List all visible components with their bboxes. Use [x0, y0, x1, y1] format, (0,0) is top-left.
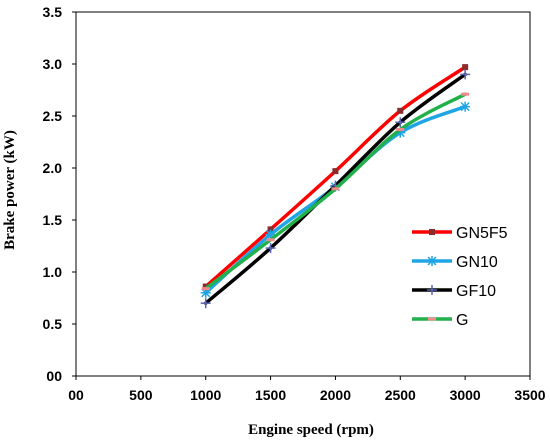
- series-gn10: [200, 101, 471, 298]
- x-tick-label: 1000: [190, 387, 221, 403]
- y-axis-title: Brake power (kW): [2, 130, 18, 250]
- y-tick-label: 2.5: [43, 108, 63, 124]
- x-axis-title: Engine speed (rpm): [248, 422, 374, 438]
- legend-item-gn10: GN10: [412, 254, 498, 271]
- data-point: [201, 287, 210, 291]
- data-point: [461, 92, 470, 96]
- legend: GN5F5 GN10 GF10 G: [412, 225, 508, 329]
- data-point: [266, 238, 275, 242]
- data-point: [397, 107, 404, 114]
- legend-label: GN5F5: [456, 225, 508, 242]
- data-point: [396, 128, 405, 132]
- legend-label: G: [456, 312, 468, 329]
- x-tick-label: 2500: [385, 387, 416, 403]
- series-line: [203, 104, 467, 295]
- axes: [72, 11, 531, 380]
- x-tick-label: 00: [68, 387, 84, 403]
- legend-marker: [428, 317, 436, 321]
- y-tick-label: 1.5: [43, 212, 63, 228]
- data-point: [395, 117, 406, 128]
- data-point: [460, 69, 471, 80]
- x-tick-label: 1500: [255, 387, 286, 403]
- legend-marker: [427, 285, 437, 295]
- series-gn5f5: [202, 64, 469, 290]
- data-point: [200, 298, 211, 309]
- legend-item-g: G: [412, 312, 468, 329]
- x-tick-label: 500: [129, 387, 153, 403]
- legend-marker: [429, 229, 435, 235]
- plot-border: [75, 11, 531, 377]
- data-point: [460, 101, 471, 112]
- x-tick-label: 2000: [320, 387, 351, 403]
- data-point: [462, 64, 469, 71]
- series-lines: [200, 64, 471, 309]
- series-g: [201, 92, 470, 291]
- legend-label: GF10: [456, 283, 496, 300]
- x-tick-label: 3500: [514, 387, 545, 403]
- legend-marker: [427, 256, 437, 266]
- legend-item-gn5f5: GN5F5: [412, 225, 508, 242]
- x-tick-label: 3000: [450, 387, 481, 403]
- legend-item-gf10: GF10: [412, 283, 496, 300]
- y-tick-label: 1.0: [43, 264, 63, 280]
- y-tick-label: 0.5: [43, 316, 63, 332]
- data-point: [331, 187, 340, 191]
- y-tick-label: 2.0: [43, 160, 63, 176]
- data-point: [332, 168, 339, 175]
- y-tick-label: 3.0: [43, 56, 63, 72]
- y-tick-label: 3.5: [43, 4, 63, 20]
- y-tick-label: 00: [46, 368, 62, 384]
- legend-label: GN10: [456, 254, 498, 271]
- data-point: [267, 226, 274, 233]
- tick-labels: 00 500 1000 1500 2000 2500 3000 3500 00 0.5 1.0 1.5…: [43, 4, 546, 403]
- data-point: [265, 243, 276, 254]
